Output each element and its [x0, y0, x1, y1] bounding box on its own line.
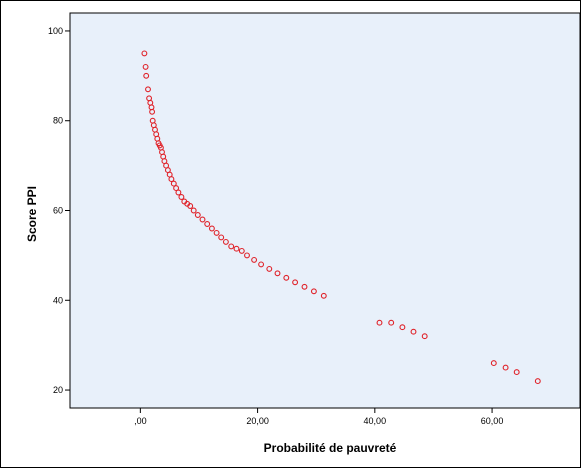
data-point [376, 319, 383, 326]
y-tick-label: 60 [53, 206, 63, 216]
data-point [513, 369, 520, 376]
data-point [175, 189, 182, 196]
data-point [274, 270, 281, 277]
data-point [173, 185, 180, 192]
data-point [534, 378, 541, 385]
data-point [208, 225, 215, 232]
x-tick-label: 20,00 [246, 416, 269, 426]
data-point [222, 238, 229, 245]
data-point [187, 203, 194, 209]
data-points [141, 50, 541, 385]
data-point [141, 50, 148, 57]
data-point [266, 265, 273, 272]
data-point [310, 288, 317, 295]
data-point [194, 212, 201, 218]
data-point [233, 245, 240, 252]
data-point [213, 229, 220, 236]
y-axis: 20 40 60 80 100 [48, 26, 70, 395]
data-point [178, 194, 185, 200]
plot-area [69, 12, 581, 409]
data-point [283, 274, 290, 281]
data-point [502, 364, 509, 371]
data-point [143, 72, 150, 79]
data-point [149, 108, 156, 115]
data-point [320, 292, 327, 299]
y-tick-label: 40 [53, 295, 63, 305]
data-point [251, 256, 258, 263]
data-point [292, 279, 299, 286]
data-point [199, 216, 206, 223]
data-point [190, 207, 197, 214]
data-point [204, 221, 211, 227]
data-point [301, 283, 308, 290]
data-point [490, 360, 497, 367]
y-tick-label: 100 [48, 26, 63, 36]
y-tick-label: 20 [53, 385, 63, 395]
data-point [258, 261, 265, 268]
data-point [238, 247, 245, 254]
data-point [145, 86, 151, 93]
data-point [410, 328, 417, 335]
data-point [388, 319, 395, 326]
data-point [170, 180, 177, 187]
y-axis-label: Score PPI [25, 186, 39, 242]
y-tick-label: 80 [53, 116, 63, 126]
data-point [421, 333, 428, 340]
data-point [399, 324, 406, 331]
data-point [142, 63, 149, 70]
x-tick-label: 60,00 [481, 416, 504, 426]
x-axis-label: Probabilité de pauvreté [264, 441, 397, 455]
data-point [218, 234, 225, 241]
x-tick-label: 40,00 [364, 416, 387, 426]
data-point [244, 252, 250, 259]
x-axis: ,00 20,00 40,00 60,00 [134, 408, 503, 426]
x-tick-label: ,00 [134, 416, 147, 426]
data-point [228, 243, 235, 250]
data-point [168, 176, 175, 183]
